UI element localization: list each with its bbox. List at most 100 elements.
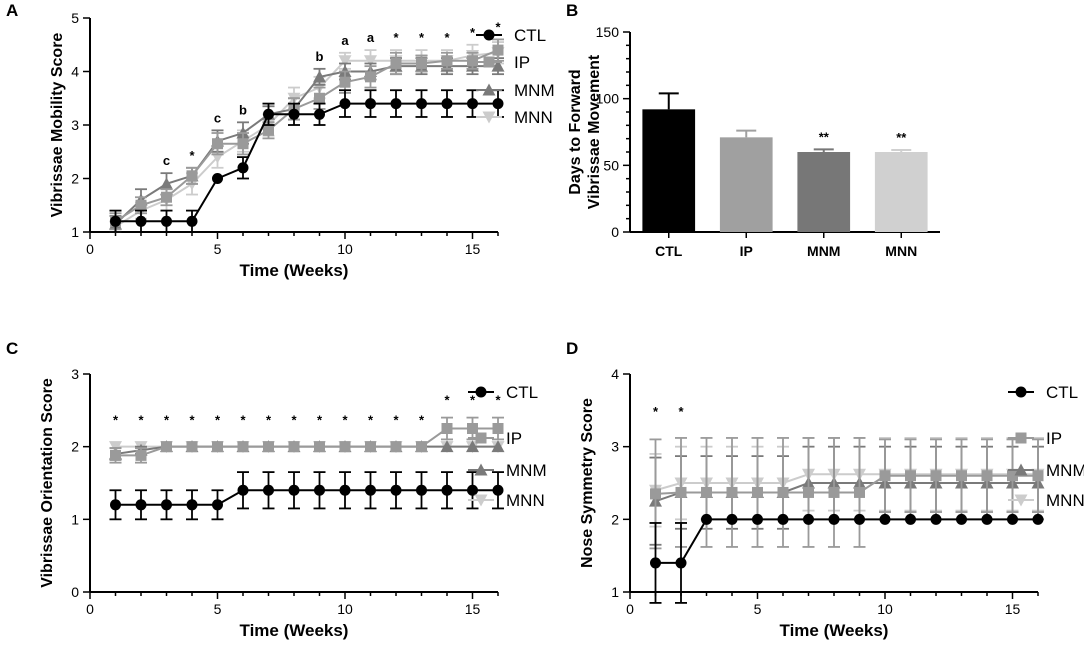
panel-letter: C <box>6 339 18 358</box>
significance-label: c <box>214 110 221 125</box>
significance-label: * <box>393 413 399 428</box>
data-point <box>135 449 147 461</box>
y-axis-title-line2: Vibrissae Movement <box>586 54 603 209</box>
y-tick-label: 5 <box>71 10 79 26</box>
data-point <box>492 423 504 434</box>
x-tick-label: 0 <box>86 601 94 617</box>
data-point <box>1032 513 1044 525</box>
y-tick-label: 150 <box>596 24 620 40</box>
significance-label: * <box>266 413 272 428</box>
legend-label: MNM <box>506 461 547 480</box>
data-point <box>237 138 249 150</box>
y-tick-label: 1 <box>611 584 619 600</box>
panel-b: B 0 50 100 150 Days to Forward Vibrissae Movem… <box>566 1 940 259</box>
significance-label: ** <box>819 129 830 144</box>
data-point <box>467 55 478 67</box>
y-axis-title: Nose Symmetry Score <box>579 398 596 568</box>
y-tick-label: 100 <box>596 91 620 107</box>
data-point <box>212 499 223 511</box>
data-point <box>186 441 198 453</box>
legend-label: CTL <box>506 383 538 402</box>
series-line <box>655 473 1038 492</box>
data-point <box>467 423 478 434</box>
data-point <box>803 486 814 498</box>
panel-c: C 0 5 10 15 0 1 2 3 Time (Weeks) Vibrissae Orienta… <box>6 339 547 640</box>
x-tick-label: 5 <box>214 601 222 617</box>
y-tick-label: 3 <box>71 117 79 133</box>
data-point <box>186 170 198 182</box>
data-point <box>161 215 172 227</box>
bar-ctl <box>642 109 696 232</box>
series-line <box>655 474 1038 495</box>
data-point <box>314 441 325 453</box>
significance-label: * <box>138 413 144 428</box>
data-point <box>854 486 865 498</box>
data-point <box>365 71 376 83</box>
data-point <box>161 191 172 203</box>
y-tick-label: 2 <box>71 439 79 455</box>
significance-label: a <box>367 30 375 45</box>
series-ctl <box>109 89 504 233</box>
series-ctl <box>649 513 1044 604</box>
significance-label: * <box>189 148 195 163</box>
y-tick-label: 1 <box>71 511 79 527</box>
data-point <box>828 486 840 498</box>
data-point <box>365 484 376 496</box>
data-point <box>365 98 376 110</box>
legend-label: IP <box>1046 429 1062 448</box>
data-point <box>288 484 300 496</box>
significance-label: * <box>444 393 450 408</box>
data-point <box>212 138 223 150</box>
data-point <box>930 513 942 525</box>
data-point <box>338 55 352 68</box>
y-axis-title: Vibrissae Orientation Score <box>39 378 56 588</box>
data-point <box>441 55 453 67</box>
data-point <box>492 44 504 56</box>
data-point <box>726 513 738 525</box>
data-point <box>263 441 274 453</box>
data-point <box>467 484 478 496</box>
data-point <box>752 513 763 525</box>
significance-label: * <box>164 413 170 428</box>
significance-label: * <box>113 413 119 428</box>
panel-letter: B <box>566 1 578 20</box>
x-tick-label: 5 <box>214 241 222 257</box>
x-axis-title: Time (Weeks) <box>240 261 349 280</box>
series-line <box>115 489 498 506</box>
data-point <box>135 215 147 227</box>
data-point <box>440 440 454 453</box>
category-label: MNN <box>885 243 917 259</box>
legend-label: MNN <box>1046 491 1084 510</box>
significance-label: * <box>653 404 659 419</box>
significance-label: * <box>393 30 399 45</box>
data-point <box>441 98 453 110</box>
series-ip <box>649 437 1044 550</box>
legend-marker <box>474 463 488 476</box>
data-point <box>467 98 478 110</box>
data-point <box>416 441 427 453</box>
y-tick-label: 3 <box>71 366 79 382</box>
panel-d: D 0 5 10 15 1 2 3 4 Time (Weeks) Nose Symmetry Sco… <box>566 339 1084 640</box>
data-point <box>1007 470 1018 482</box>
data-point <box>491 440 505 453</box>
significance-label: b <box>239 102 247 117</box>
data-point <box>416 484 427 496</box>
legend-marker <box>483 56 495 68</box>
y-tick-label: 0 <box>611 224 619 240</box>
significance-label: * <box>419 30 425 45</box>
data-point <box>135 499 147 511</box>
legend: CTL IP MNM MNN <box>468 383 547 510</box>
y-tick-label: 3 <box>611 439 619 455</box>
data-point <box>314 92 325 104</box>
panel-letter: A <box>6 1 18 20</box>
data-point <box>186 215 198 227</box>
data-point <box>135 199 147 211</box>
data-point <box>110 215 121 227</box>
y-tick-label: 4 <box>71 64 79 80</box>
x-axis-title: Time (Weeks) <box>780 621 889 640</box>
legend-marker <box>1015 386 1027 398</box>
legend-label: MNN <box>514 108 553 127</box>
data-point <box>416 98 427 110</box>
data-point <box>879 470 891 482</box>
